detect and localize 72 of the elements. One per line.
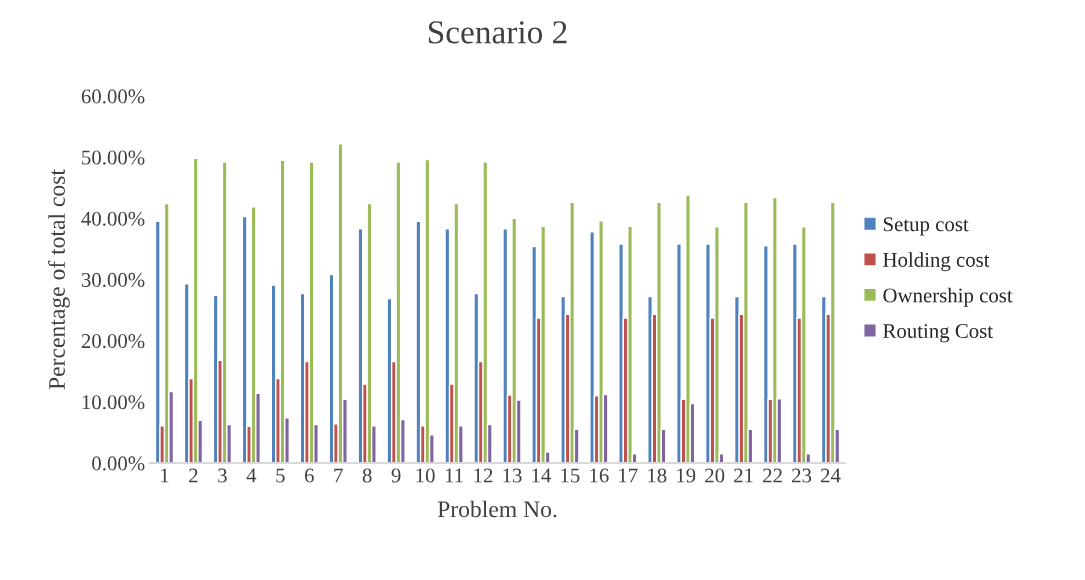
bar [829, 201, 836, 463]
bar [502, 228, 509, 463]
x-tick-label: 2 [189, 468, 198, 483]
bar [192, 157, 199, 463]
x-tick-label: 13 [503, 468, 522, 483]
bar [163, 202, 170, 463]
bar [569, 201, 576, 463]
x-tick-label: 23 [792, 468, 812, 483]
bar [540, 225, 547, 463]
x-tick-label: 14 [532, 468, 552, 483]
x-tick-label: 11 [445, 468, 463, 483]
bar [762, 245, 769, 463]
y-tick-label: 10.00% [82, 395, 145, 410]
x-axis-title: Problem No. [437, 500, 557, 518]
bar [482, 161, 489, 463]
bar [415, 220, 422, 463]
bar [424, 158, 431, 463]
bar [771, 196, 778, 463]
bar [627, 225, 633, 463]
bar [676, 243, 682, 463]
x-tick-label: 7 [334, 468, 343, 483]
bar [618, 243, 625, 463]
x-tick-label: 6 [304, 468, 314, 483]
x-tick-label: 15 [561, 468, 580, 483]
x-tick-label: 9 [391, 468, 401, 483]
bar [366, 202, 373, 463]
x-tick-label: 24 [821, 468, 841, 483]
bar [742, 201, 749, 463]
bar [531, 245, 538, 463]
y-tick-label: 60.00% [81, 89, 145, 104]
bar [444, 228, 451, 463]
bar [386, 297, 393, 463]
bar [473, 292, 480, 463]
x-tick-label: 22 [763, 468, 782, 483]
y-axis-title: Percentage of total cost [48, 169, 70, 390]
x-tick-label: 1 [161, 468, 169, 483]
x-tick-label: 4 [246, 468, 257, 483]
bar [800, 226, 807, 463]
bar [656, 201, 662, 463]
y-tick-label: 50.00% [82, 150, 145, 165]
bar [589, 231, 596, 463]
bar [395, 161, 402, 463]
bar [250, 206, 257, 463]
legend-label: Setup cost [883, 217, 969, 236]
bar [241, 215, 248, 463]
bar [705, 243, 711, 463]
chart-title: Scenario 2 [428, 21, 567, 44]
bar [598, 220, 605, 463]
y-tick-label: 30.00% [81, 272, 145, 288]
x-tick-label: 12 [474, 468, 493, 483]
x-tick-label: 5 [276, 468, 285, 483]
x-tick-label: 18 [648, 468, 667, 483]
bar [453, 202, 460, 463]
x-tick-label: 17 [619, 468, 638, 483]
legend-label: Ownership cost [883, 287, 1013, 307]
x-tick-label: 10 [416, 468, 435, 483]
bar [511, 217, 518, 463]
legend-label: Routing Cost [883, 324, 993, 343]
bar [221, 161, 228, 463]
y-tick-label: 0.00% [92, 456, 145, 471]
x-tick-label: 19 [677, 468, 696, 483]
x-tick-label: 21 [734, 468, 753, 483]
bar [154, 220, 161, 463]
bar [685, 194, 691, 463]
legend-label: Holding cost [883, 252, 990, 272]
bar [713, 226, 720, 463]
x-tick-label: 16 [590, 468, 609, 483]
y-tick-label: 40.00% [81, 211, 145, 226]
x-tick-label: 20 [705, 468, 725, 483]
y-tick-label: 20.00% [81, 334, 145, 349]
x-tick-label: 3 [218, 468, 227, 483]
x-tick-label: 8 [362, 468, 372, 483]
